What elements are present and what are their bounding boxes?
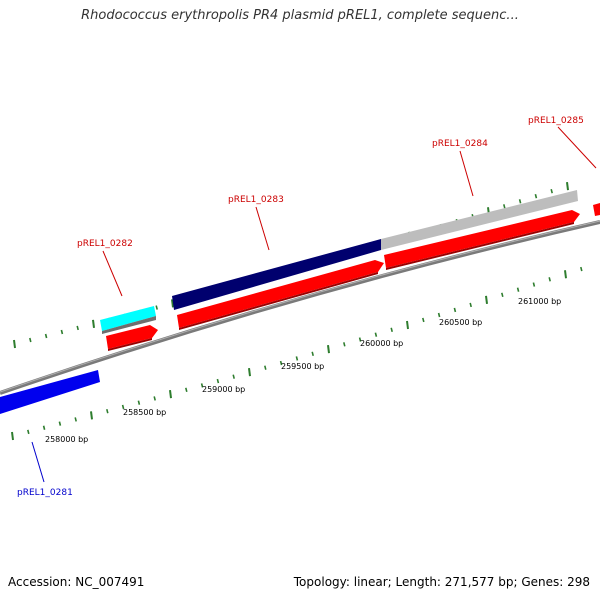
inner-tick — [248, 368, 251, 377]
inner-tick — [437, 312, 441, 318]
ruler-label-258000: 258000 bp — [45, 435, 88, 444]
inner-tick — [200, 383, 204, 388]
inner-tick — [343, 342, 346, 347]
inner-tick — [501, 292, 504, 297]
outer-tick — [13, 339, 16, 349]
callout-line-0285 — [557, 126, 597, 169]
gene-label-0281[interactable]: pREL1_0281 — [17, 488, 73, 498]
inner-tick — [374, 332, 378, 337]
outer-tick — [503, 204, 506, 209]
inner-tick-row — [11, 266, 583, 441]
inner-tick — [153, 396, 156, 401]
outer-tick — [92, 319, 95, 329]
callout-line-0281 — [31, 441, 45, 483]
gene-label-0284[interactable]: pREL1_0284 — [432, 139, 488, 149]
inner-tick — [27, 429, 30, 435]
inner-tick — [137, 400, 141, 405]
inner-tick — [90, 411, 93, 420]
ruler-label-259000: 259000 bp — [202, 385, 245, 394]
summary-text: Topology: linear; Length: 271,577 bp; Ge… — [293, 575, 590, 589]
outer-tick — [29, 337, 32, 343]
inner-tick — [406, 320, 409, 330]
gene-arrow-0282-edge — [108, 338, 152, 351]
inner-tick — [327, 344, 330, 354]
inner-tick — [279, 360, 283, 366]
gene-label-0282[interactable]: pREL1_0282 — [77, 239, 133, 249]
ruler-label-261000: 261000 bp — [518, 297, 561, 306]
inner-tick — [185, 387, 188, 393]
inner-tick — [485, 295, 488, 304]
gene-arrow-0284[interactable] — [384, 210, 580, 268]
backbone-highlight — [0, 220, 600, 393]
feature-blue-0281[interactable] — [0, 370, 100, 414]
feature-cyan-0282-shadow — [102, 316, 156, 334]
gene-label-0283[interactable]: pREL1_0283 — [228, 195, 284, 205]
callout-line-0283 — [255, 206, 270, 251]
feature-grey-0284[interactable] — [381, 190, 578, 250]
outer-tick — [44, 333, 48, 339]
accession-text: Accession: NC_007491 — [8, 575, 145, 589]
gene-arrow-0285[interactable] — [593, 203, 600, 216]
gene-arrow-0283-edge — [179, 272, 378, 330]
inner-tick — [121, 404, 125, 410]
feature-cyan-0282[interactable] — [100, 306, 156, 331]
inner-tick — [548, 277, 551, 282]
ruler-label-258500: 258500 bp — [123, 408, 166, 417]
inner-tick — [564, 270, 567, 279]
inner-tick — [11, 431, 14, 441]
outer-tick — [534, 194, 538, 199]
map-title: Rhodococcus erythropolis PR4 plasmid pRE… — [81, 8, 519, 23]
inner-tick — [74, 417, 77, 422]
inner-tick — [42, 425, 46, 430]
inner-tick — [580, 266, 583, 272]
callout-line-0284 — [459, 150, 474, 197]
gene-label-0285[interactable]: pREL1_0285 — [528, 116, 584, 126]
inner-tick — [516, 287, 520, 292]
inner-tick — [453, 307, 457, 313]
inner-tick — [264, 365, 267, 370]
inner-tick — [216, 378, 220, 384]
ruler-labels: 258000 bp 258500 bp 259000 bp 259500 bp … — [45, 297, 561, 444]
outer-tick — [566, 182, 569, 191]
outer-tick — [171, 299, 174, 308]
inner-tick — [295, 356, 299, 361]
inner-tick — [311, 351, 314, 357]
ruler-label-260500: 260500 bp — [439, 318, 482, 327]
inner-tick — [532, 282, 536, 287]
outer-tick — [76, 325, 79, 331]
gene-arrow-0282[interactable] — [106, 325, 158, 349]
inner-tick — [58, 421, 62, 426]
outer-tick — [518, 199, 522, 204]
outer-tick — [155, 305, 158, 310]
inner-tick — [232, 374, 235, 379]
inner-tick — [169, 390, 172, 399]
backbone-line — [0, 220, 600, 395]
gene-arrow-0283[interactable] — [177, 260, 384, 328]
inner-tick — [469, 302, 472, 308]
inner-tick — [390, 327, 393, 333]
inner-tick — [422, 317, 425, 323]
inner-tick — [106, 408, 109, 414]
gene-arrow-0284-edge — [386, 222, 574, 270]
outer-tick — [550, 189, 553, 194]
ruler-label-259500: 259500 bp — [281, 362, 324, 371]
feature-navy-0283[interactable] — [172, 239, 381, 310]
ruler-label-260000: 260000 bp — [360, 339, 403, 348]
callout-line-0282 — [102, 250, 123, 297]
inner-tick — [358, 337, 362, 342]
outer-tick — [60, 329, 64, 335]
